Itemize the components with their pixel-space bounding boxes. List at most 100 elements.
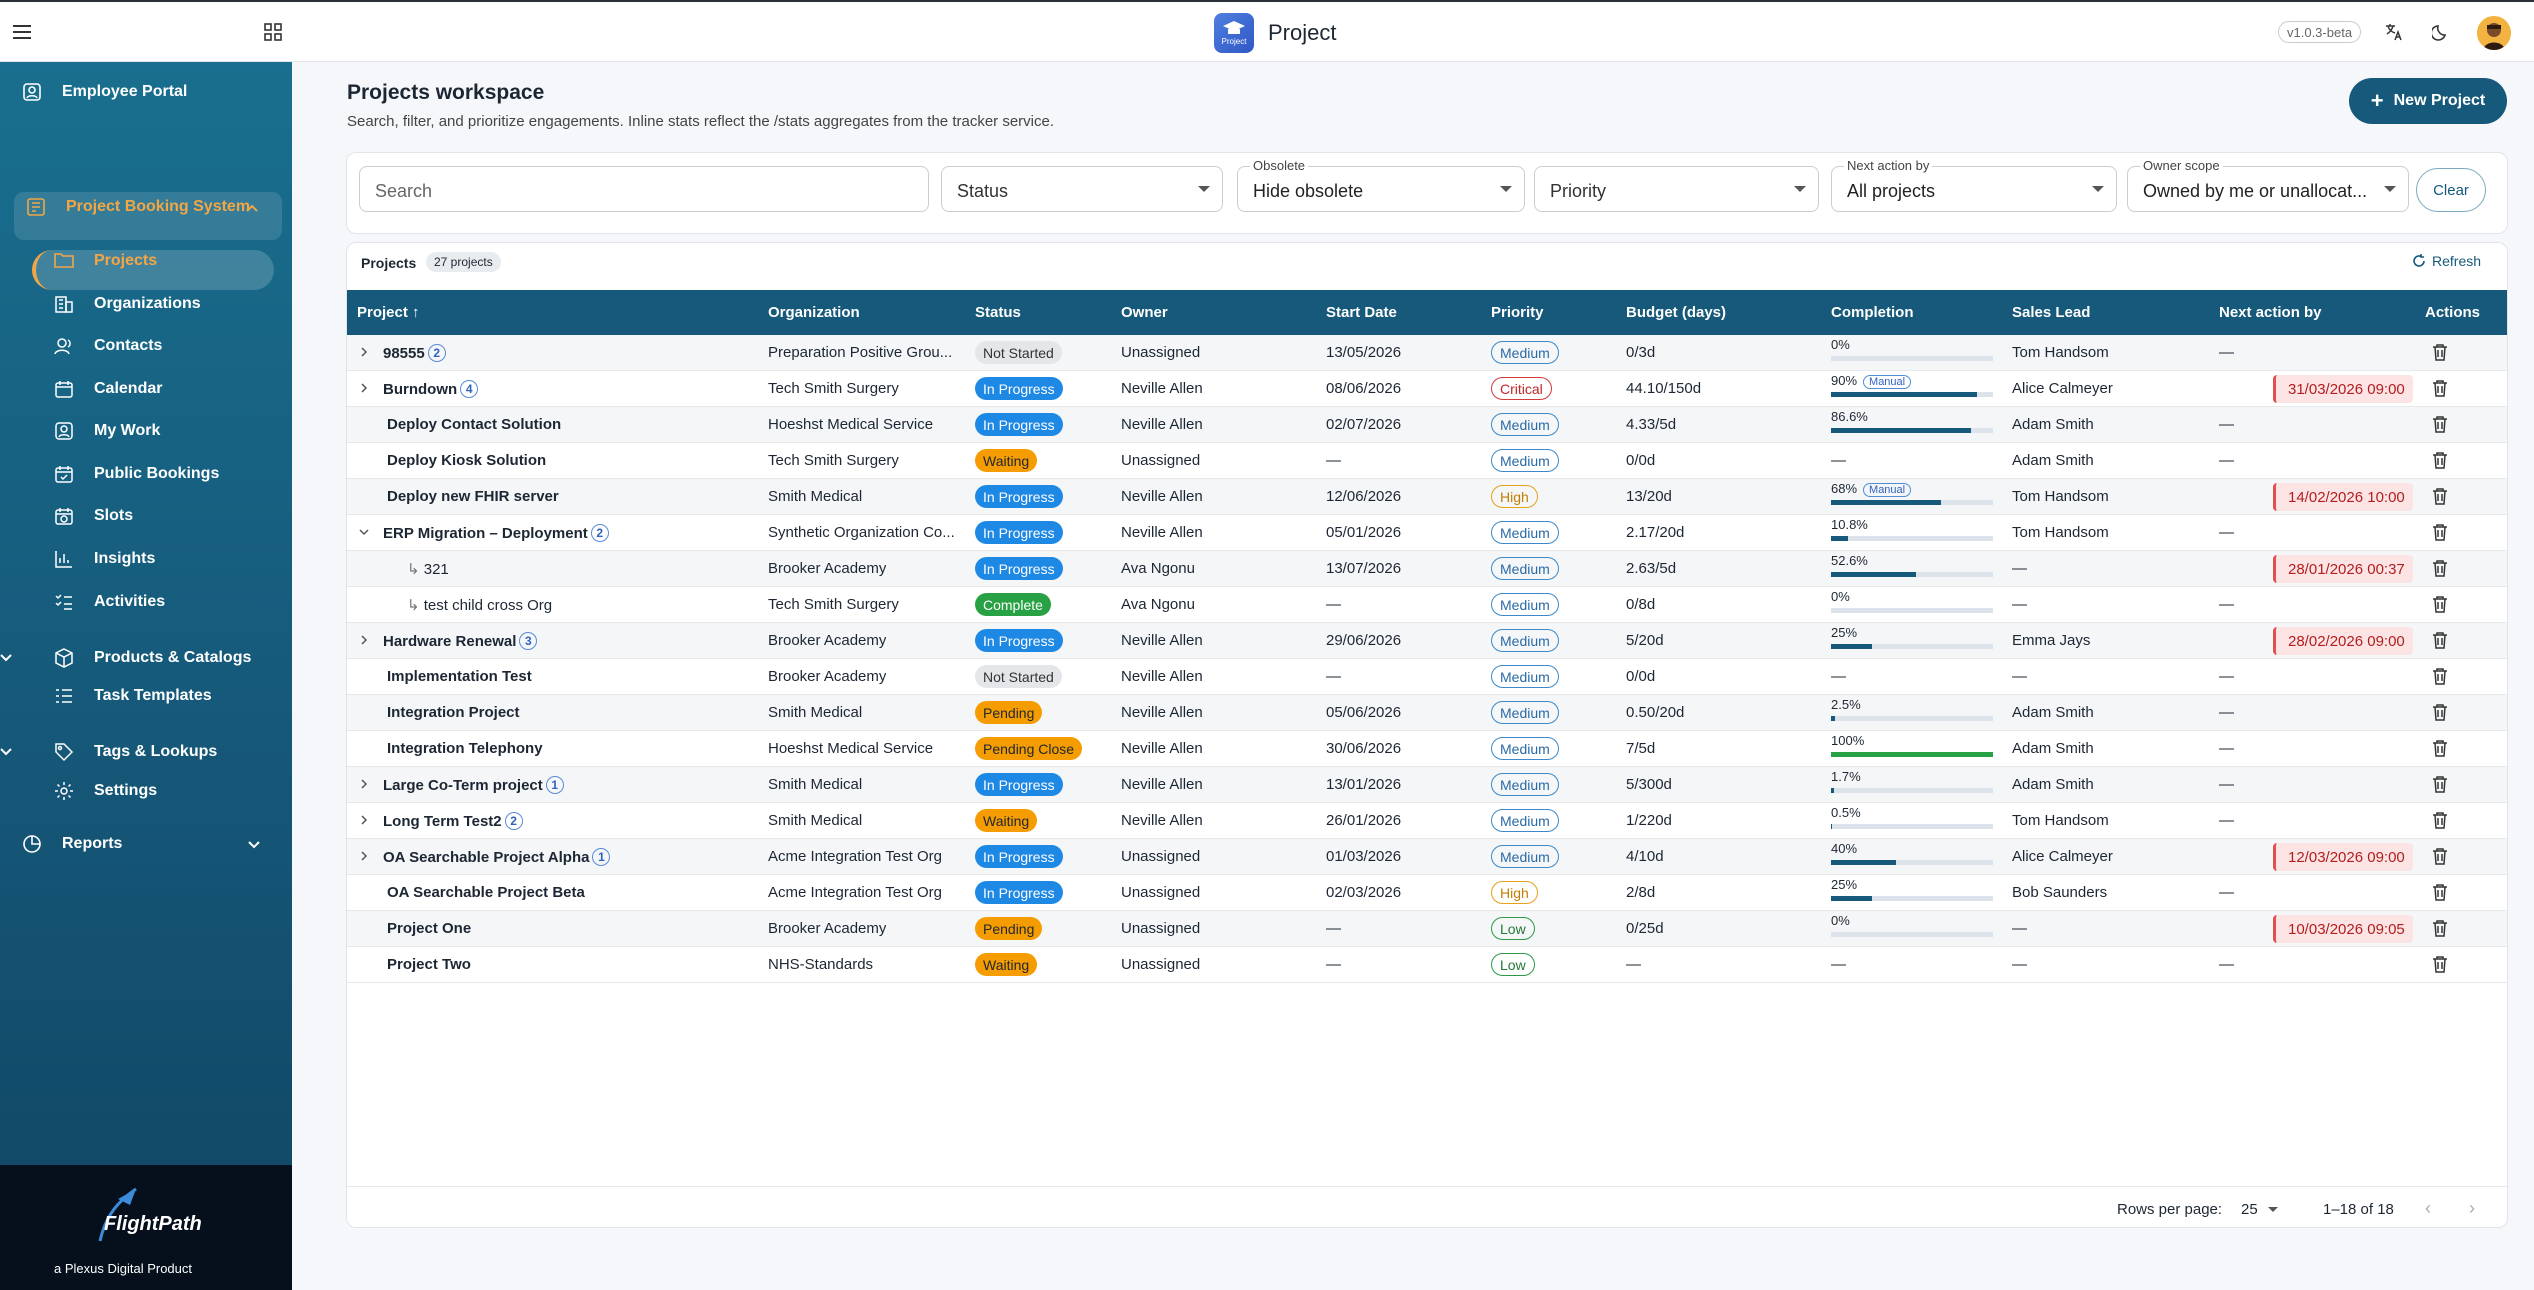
project-name[interactable]: Deploy Kiosk Solution: [387, 452, 546, 469]
project-name[interactable]: OA Searchable Project Beta: [387, 884, 585, 901]
table-row[interactable]: ↳ test child cross Org Tech Smith Surgery…: [347, 587, 2507, 623]
col-status[interactable]: Status: [975, 304, 1021, 321]
col-owner[interactable]: Owner: [1121, 304, 1168, 321]
refresh-button[interactable]: Refresh: [2412, 253, 2481, 269]
next-page-icon[interactable]: ›: [2469, 1198, 2475, 1218]
table-row[interactable]: Burndown 4 Tech Smith Surgery In Progress Ne…: [347, 371, 2507, 407]
table-row[interactable]: ERP Migration – Deployment 2 Synthetic Org…: [347, 515, 2507, 551]
delete-icon[interactable]: [2432, 847, 2450, 867]
delete-icon[interactable]: [2432, 739, 2450, 759]
priority-select[interactable]: Priority: [1534, 166, 1819, 212]
logo-wordmark: FlightPath: [104, 1213, 202, 1235]
col-priority[interactable]: Priority: [1491, 304, 1544, 321]
project-name[interactable]: Deploy new FHIR server: [387, 488, 559, 505]
delete-icon[interactable]: [2432, 775, 2450, 795]
new-project-button[interactable]: + New Project: [2349, 78, 2507, 124]
table-row[interactable]: 98555 2 Preparation Positive Grou... Not St…: [347, 335, 2507, 371]
delete-icon[interactable]: [2432, 595, 2450, 615]
delete-icon[interactable]: [2432, 919, 2450, 939]
delete-icon[interactable]: [2432, 703, 2450, 723]
theme-toggle-icon[interactable]: [2430, 2, 2452, 62]
sidebar-item-products-catalogs[interactable]: Products & Catalogs: [0, 648, 292, 668]
clear-filters-button[interactable]: Clear: [2416, 168, 2486, 212]
delete-icon[interactable]: [2432, 415, 2450, 435]
project-name[interactable]: Long Term Test2 2: [383, 812, 523, 830]
table-row[interactable]: Integration Project Smith Medical Pending N…: [347, 695, 2507, 731]
search-input[interactable]: Search: [359, 166, 929, 212]
sidebar-group-project-booking[interactable]: [14, 192, 282, 240]
child-project-name[interactable]: ↳ test child cross Org: [407, 596, 552, 614]
table-row[interactable]: Deploy Contact Solution Hoeshst Medical S…: [347, 407, 2507, 443]
sidebar-item-tags-lookups[interactable]: Tags & Lookups: [0, 743, 292, 762]
delete-icon[interactable]: [2432, 811, 2450, 831]
delete-icon[interactable]: [2432, 487, 2450, 507]
owner-scope-select[interactable]: Owner scope Owned by me or unallocat...: [2127, 158, 2409, 212]
table-row[interactable]: Large Co-Term project 1 Smith Medical In Pr…: [347, 767, 2507, 803]
project-name[interactable]: ERP Migration – Deployment 2: [383, 524, 609, 542]
start-date-cell: 02/03/2026: [1326, 884, 1402, 901]
table-row[interactable]: ↳ 321 Brooker Academy In Progress Ava Ngonu…: [347, 551, 2507, 587]
prev-page-icon[interactable]: ‹: [2425, 1198, 2431, 1218]
col-budget[interactable]: Budget (days): [1626, 304, 1727, 321]
table-row[interactable]: Project One Brooker Academy Pending Unassig…: [347, 911, 2507, 947]
project-name[interactable]: Deploy Contact Solution: [387, 416, 561, 433]
col-organization[interactable]: Organization: [768, 304, 860, 321]
delete-icon[interactable]: [2432, 379, 2450, 399]
child-project-name[interactable]: ↳ 321: [407, 560, 449, 578]
delete-icon[interactable]: [2432, 955, 2450, 975]
delete-icon[interactable]: [2432, 667, 2450, 687]
project-name[interactable]: Integration Telephony: [387, 740, 543, 757]
delete-icon[interactable]: [2432, 883, 2450, 903]
table-row[interactable]: OA Searchable Project Beta Acme Integrati…: [347, 875, 2507, 911]
chevron-right-icon[interactable]: [359, 379, 369, 396]
priority-placeholder: Priority: [1550, 181, 1607, 201]
table-row[interactable]: Deploy Kiosk Solution Tech Smith Surgery W…: [347, 443, 2507, 479]
col-start-date[interactable]: Start Date: [1326, 304, 1397, 321]
project-name[interactable]: Project Two: [387, 956, 471, 973]
project-name[interactable]: Implementation Test: [387, 668, 532, 685]
translate-icon[interactable]: [2383, 2, 2405, 62]
table-row[interactable]: OA Searchable Project Alpha 1 Acme Integra…: [347, 839, 2507, 875]
col-next-action[interactable]: Next action by: [2219, 304, 2322, 321]
rows-per-page-select[interactable]: 25: [2241, 1201, 2278, 1218]
table-row[interactable]: Integration Telephony Hoeshst Medical Ser…: [347, 731, 2507, 767]
chevron-right-icon[interactable]: [359, 847, 369, 864]
project-name[interactable]: 98555 2: [383, 344, 446, 362]
obsolete-label: Obsolete: [1250, 158, 1309, 173]
delete-icon[interactable]: [2432, 523, 2450, 543]
project-name[interactable]: OA Searchable Project Alpha 1: [383, 848, 611, 866]
chevron-right-icon[interactable]: [359, 775, 369, 792]
col-project[interactable]: Project ↑: [357, 304, 420, 321]
project-name[interactable]: Project One: [387, 920, 471, 937]
obsolete-select[interactable]: Obsolete Hide obsolete: [1237, 158, 1525, 212]
delete-icon[interactable]: [2432, 451, 2450, 471]
col-completion[interactable]: Completion: [1831, 304, 1914, 321]
completion-cell: 25%: [1831, 625, 1993, 657]
chevron-right-icon[interactable]: [359, 343, 369, 360]
table-row[interactable]: Deploy new FHIR server Smith Medical In Pr…: [347, 479, 2507, 515]
table-row[interactable]: Long Term Test2 2 Smith Medical Waiting Nevi…: [347, 803, 2507, 839]
table-row[interactable]: Implementation Test Brooker Academy Not St…: [347, 659, 2507, 695]
user-avatar[interactable]: [2477, 16, 2511, 50]
table-row[interactable]: Project Two NHS-Standards Waiting Unassigne…: [347, 947, 2507, 983]
table-row[interactable]: Hardware Renewal 3 Brooker Academy In Progr…: [347, 623, 2507, 659]
project-name[interactable]: Large Co-Term project 1: [383, 776, 564, 794]
status-badge: In Progress: [975, 377, 1063, 400]
next-action-select[interactable]: Next action by All projects: [1831, 158, 2117, 212]
status-badge: Waiting: [975, 449, 1038, 472]
sidebar-item-label: My Work: [94, 422, 161, 439]
page-title: Projects workspace: [347, 81, 545, 104]
apps-grid-icon[interactable]: [263, 2, 283, 62]
chevron-right-icon[interactable]: [359, 811, 369, 828]
delete-icon[interactable]: [2432, 343, 2450, 363]
col-sales-lead[interactable]: Sales Lead: [2012, 304, 2091, 321]
chevron-down-icon[interactable]: [359, 523, 369, 540]
chevron-right-icon[interactable]: [359, 631, 369, 648]
project-name[interactable]: Burndown 4: [383, 380, 479, 398]
project-name[interactable]: Hardware Renewal 3: [383, 632, 538, 650]
delete-icon[interactable]: [2432, 559, 2450, 579]
delete-icon[interactable]: [2432, 631, 2450, 651]
project-name[interactable]: Integration Project: [387, 704, 520, 721]
menu-icon[interactable]: [8, 2, 36, 62]
status-select[interactable]: Status: [941, 166, 1223, 212]
